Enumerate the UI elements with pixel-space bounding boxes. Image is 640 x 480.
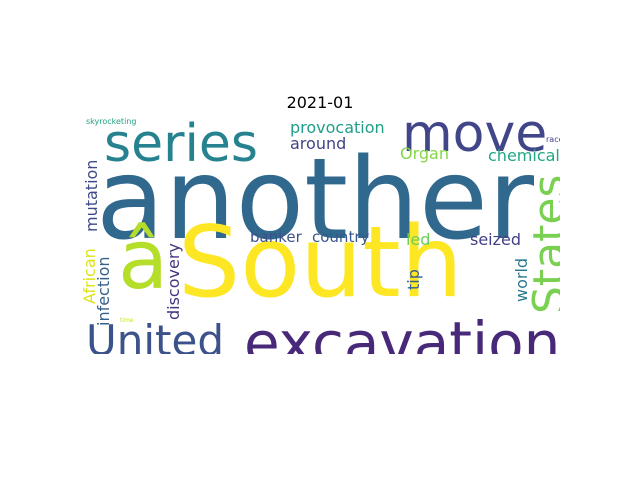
word-cloud-word: another xyxy=(96,135,534,265)
word-cloud-word: banker xyxy=(250,228,302,246)
word-cloud-word: around xyxy=(290,134,347,153)
word-cloud-word: infection xyxy=(94,256,113,326)
word-cloud-word: time xyxy=(120,317,134,324)
word-cloud-word: seized xyxy=(470,230,522,249)
word-cloud-word: country xyxy=(312,228,370,246)
word-cloud-word: world xyxy=(512,257,531,302)
word-cloud-word: discovery xyxy=(164,243,183,320)
word-cloud-word: series xyxy=(104,114,258,174)
figure-title: 2021-01 xyxy=(286,93,354,112)
word-cloud-word: South xyxy=(178,206,463,320)
word-cloud: another South excavation United series move St… xyxy=(80,114,560,354)
word-cloud-word: move xyxy=(402,114,548,164)
word-cloud-word: United xyxy=(86,316,224,355)
word-cloud-word: race xyxy=(546,135,560,144)
word-cloud-word: skyrocketing xyxy=(86,117,137,126)
word-cloud-word: mutation xyxy=(82,159,101,232)
word-cloud-word: tip xyxy=(404,269,423,290)
word-cloud-word: Organ xyxy=(400,144,449,163)
word-cloud-word: States xyxy=(524,174,560,314)
word-cloud-word: â xyxy=(118,213,169,308)
word-cloud-word: led xyxy=(406,230,431,249)
word-cloud-word: chemical xyxy=(488,146,560,165)
word-cloud-word: provocation xyxy=(290,118,385,137)
word-cloud-word: excavation xyxy=(244,309,560,354)
